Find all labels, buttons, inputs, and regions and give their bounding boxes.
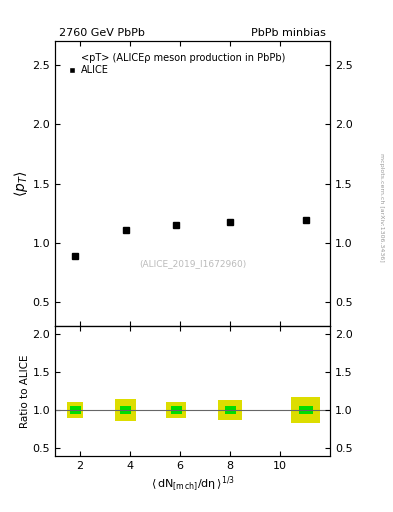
Bar [116, 399, 136, 421]
Bar [225, 406, 236, 414]
Bar [171, 406, 182, 414]
Text: PbPb minbias: PbPb minbias [251, 28, 326, 38]
Text: (ALICE_2019_I1672960): (ALICE_2019_I1672960) [139, 259, 246, 268]
Legend: <pT> (ALICEρ meson production in PbPb), ALICE: <pT> (ALICEρ meson production in PbPb), … [65, 52, 287, 77]
Bar [218, 400, 242, 420]
Bar [70, 406, 81, 414]
Text: mcplots.cern.ch [arXiv:1306.3436]: mcplots.cern.ch [arXiv:1306.3436] [379, 153, 384, 262]
Bar [299, 406, 313, 414]
Bar [166, 401, 186, 418]
Y-axis label: Ratio to ALICE: Ratio to ALICE [20, 354, 29, 428]
X-axis label: $\langle\,\mathrm{dN_{[m\,ch]}/d\eta}\,\rangle^{1/3}$: $\langle\,\mathrm{dN_{[m\,ch]}/d\eta}\,\… [151, 475, 235, 494]
Y-axis label: $\langle p_T \rangle$: $\langle p_T \rangle$ [12, 170, 29, 197]
Bar [120, 406, 131, 414]
Bar [68, 401, 83, 418]
Text: 2760 GeV PbPb: 2760 GeV PbPb [59, 28, 145, 38]
Bar [291, 397, 320, 423]
